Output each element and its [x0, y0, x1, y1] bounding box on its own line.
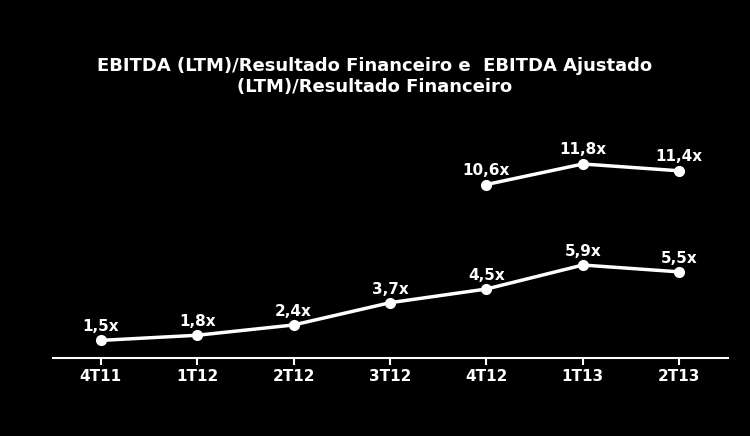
Text: 11,8x: 11,8x — [560, 142, 607, 157]
Text: 3,7x: 3,7x — [371, 282, 408, 297]
EBITDA Ajustado / Resultado Financeiro — [675, 168, 684, 174]
Line: EBITDA / Resultado Financeiro: EBITDA / Resultado Financeiro — [96, 260, 684, 345]
Line: EBITDA Ajustado / Resultado Financeiro: EBITDA Ajustado / Resultado Financeiro — [482, 159, 684, 189]
Legend: EBITDA / Resultado Financeiro, EBITDA Ajustado / Resultado Financeiro: EBITDA / Resultado Financeiro, EBITDA Aj… — [92, 432, 688, 436]
EBITDA / Resultado Financeiro — [96, 338, 105, 343]
EBITDA / Resultado Financeiro — [386, 300, 394, 305]
Text: 5,9x: 5,9x — [565, 244, 602, 259]
Text: 11,4x: 11,4x — [656, 149, 703, 164]
Text: 5,5x: 5,5x — [661, 251, 698, 266]
EBITDA / Resultado Financeiro — [482, 286, 491, 292]
EBITDA Ajustado / Resultado Financeiro — [578, 161, 587, 167]
Text: EBITDA (LTM)/Resultado Financeiro e  EBITDA Ajustado
(LTM)/Resultado Financeiro: EBITDA (LTM)/Resultado Financeiro e EBIT… — [98, 57, 652, 96]
Text: 1,5x: 1,5x — [82, 320, 119, 334]
Text: 10,6x: 10,6x — [463, 163, 510, 178]
EBITDA / Resultado Financeiro — [675, 269, 684, 275]
EBITDA / Resultado Financeiro — [193, 333, 202, 338]
Text: 2,4x: 2,4x — [275, 304, 312, 319]
EBITDA Ajustado / Resultado Financeiro — [482, 182, 491, 187]
EBITDA / Resultado Financeiro — [578, 262, 587, 268]
Text: 4,5x: 4,5x — [468, 268, 505, 283]
Text: 1,8x: 1,8x — [178, 314, 215, 329]
EBITDA / Resultado Financeiro — [289, 322, 298, 327]
